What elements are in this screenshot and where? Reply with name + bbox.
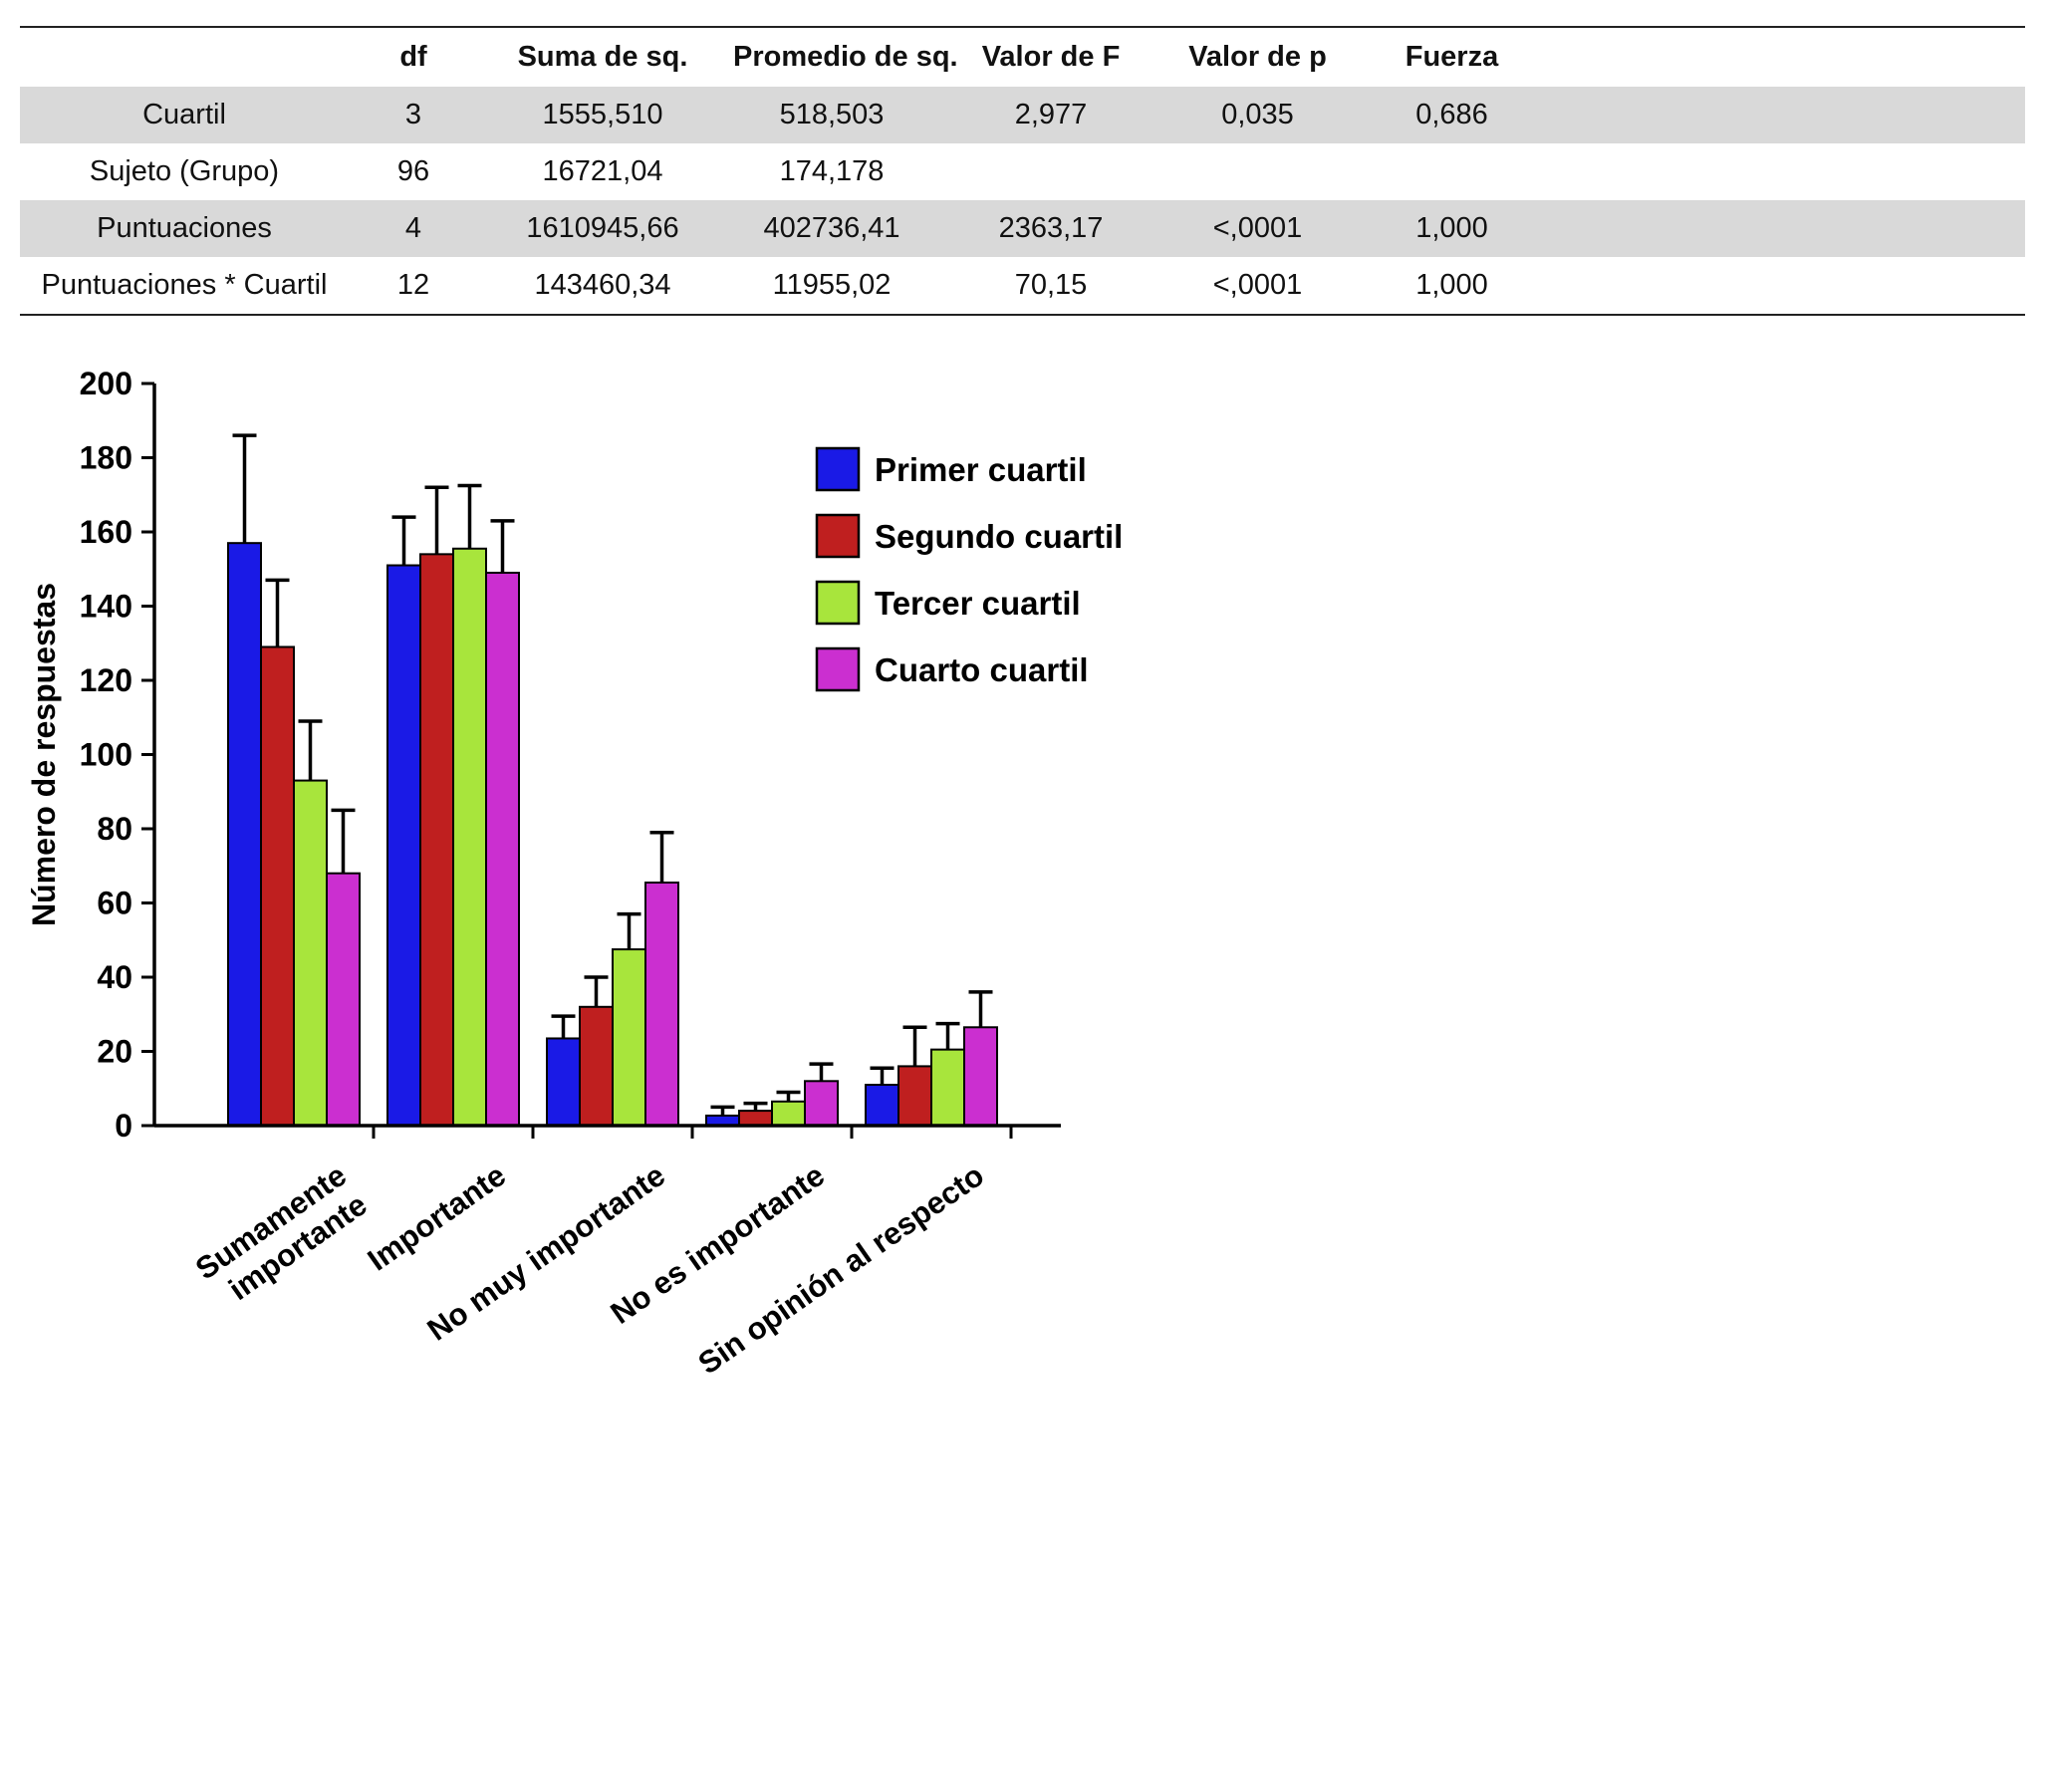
table-cell: 3 xyxy=(404,99,422,130)
table-cell: 143460,34 xyxy=(534,269,671,301)
spacer-cell xyxy=(1554,257,2025,315)
table-cell xyxy=(1165,143,1350,200)
y-tick-label: 100 xyxy=(80,737,132,773)
table-cell: 96 xyxy=(396,155,430,187)
table-cell: 174,178 xyxy=(779,155,885,187)
spacer-cell xyxy=(1554,143,2025,200)
y-tick-label: 160 xyxy=(80,514,132,550)
row-label: Puntuaciones * Cuartil xyxy=(41,269,328,301)
table-row: Puntuaciones * Cuartil 12 143460,34 11955,0… xyxy=(20,257,2025,315)
bar xyxy=(804,1080,839,1127)
bar-chart-svg: 0 20 40 60 80 100 120 140 160 180 200 Sumamenteimpo… xyxy=(26,366,1123,1381)
bar xyxy=(546,1037,581,1128)
table-cell xyxy=(1350,143,1554,200)
bar xyxy=(738,1110,773,1127)
table-cell: <,0001 xyxy=(1212,212,1303,244)
legend-swatch xyxy=(815,513,861,559)
table-cell: 1610945,66 xyxy=(526,212,679,244)
legend-swatch xyxy=(815,646,861,692)
legend-swatch xyxy=(815,446,861,492)
y-tick-label: 140 xyxy=(80,589,132,625)
table-cell: 1,000 xyxy=(1415,212,1488,244)
bar xyxy=(644,882,679,1128)
spacer-cell xyxy=(1554,200,2025,257)
table-body: Cuartil 3 1555,510 518,503 2,977 0,035 0,686 Su… xyxy=(20,87,2025,315)
table-cell: 1555,510 xyxy=(542,99,663,130)
table-cell: 4 xyxy=(404,212,422,244)
spacer-cell xyxy=(1554,27,2025,87)
table-cell: 12 xyxy=(396,269,430,301)
column-header: Valor de p xyxy=(1188,41,1327,73)
bar xyxy=(293,779,328,1127)
bar xyxy=(452,547,487,1127)
table-cell: 0,035 xyxy=(1221,99,1294,130)
bar xyxy=(963,1026,998,1127)
table-cell: 0,686 xyxy=(1415,99,1488,130)
table-cell: <,0001 xyxy=(1212,269,1303,301)
column-header: Valor de F xyxy=(981,41,1121,73)
bar xyxy=(260,645,295,1127)
spacer-cell xyxy=(1554,87,2025,143)
y-tick-label: 80 xyxy=(97,811,132,847)
bar xyxy=(579,1005,614,1127)
bar-chart: 0 20 40 60 80 100 120 140 160 180 200 Sumamenteimpo… xyxy=(15,354,1529,1409)
y-tick-label: 120 xyxy=(80,662,132,698)
bar xyxy=(485,571,520,1128)
x-tick-label: Sin opinión al respecto xyxy=(692,1157,990,1381)
row-label: Puntuaciones xyxy=(97,212,272,244)
column-header: Suma de sq. xyxy=(517,41,688,73)
bar xyxy=(326,872,361,1128)
row-label: Sujeto (Grupo) xyxy=(89,155,280,187)
anova-table: df Suma de sq. Promedio de sq. Valor de F Va… xyxy=(20,26,2025,316)
table-row: Cuartil 3 1555,510 518,503 2,977 0,035 0,686 xyxy=(20,87,2025,143)
bar xyxy=(897,1065,932,1128)
row-label: Cuartil xyxy=(142,99,226,130)
legend-label: Tercer cuartil xyxy=(875,585,1081,622)
x-tick-label: Sumamenteimportante xyxy=(189,1157,374,1316)
table-row: Puntuaciones 4 1610945,66 402736,41 2363,17 <… xyxy=(20,200,2025,257)
y-tick-label: 200 xyxy=(80,366,132,401)
table-row: df Suma de sq. Promedio de sq. Valor de F Va… xyxy=(20,27,2025,87)
table-cell: 2,977 xyxy=(1014,99,1088,130)
table-cell: 70,15 xyxy=(1014,269,1088,301)
y-axis-title: Número de respuestas xyxy=(26,583,62,926)
y-tick-label: 180 xyxy=(80,440,132,476)
x-tick-label: Importante xyxy=(362,1157,512,1278)
table-cell: 11955,02 xyxy=(772,269,892,301)
legend-label: Cuarto cuartil xyxy=(875,651,1089,688)
legend-label: Segundo cuartil xyxy=(875,518,1123,555)
column-header: Promedio de sq. xyxy=(733,41,958,73)
bar xyxy=(227,542,262,1128)
bar xyxy=(386,564,421,1127)
table-header-row: df Suma de sq. Promedio de sq. Valor de F Va… xyxy=(20,27,2025,87)
bar xyxy=(612,948,646,1127)
table-cell: 16721,04 xyxy=(542,155,663,187)
table-cell: 402736,41 xyxy=(763,212,900,244)
table-cell: 1,000 xyxy=(1415,269,1488,301)
bar xyxy=(865,1084,899,1128)
bar xyxy=(419,553,454,1128)
y-tick-label: 20 xyxy=(97,1034,132,1070)
table-cell: 2363,17 xyxy=(998,212,1104,244)
bar xyxy=(771,1100,806,1127)
column-header: Fuerza xyxy=(1405,41,1499,73)
table-row: Sujeto (Grupo) 96 16721,04 174,178 xyxy=(20,143,2025,200)
y-tick-label: 40 xyxy=(97,959,132,995)
table-cell xyxy=(936,143,1165,200)
column-header xyxy=(20,27,349,87)
y-tick-label: 60 xyxy=(97,886,132,921)
legend-label: Primer cuartil xyxy=(875,451,1087,488)
bar xyxy=(930,1048,965,1128)
y-tick-label: 0 xyxy=(115,1108,132,1144)
column-header: df xyxy=(399,41,427,73)
table-cell: 518,503 xyxy=(779,99,885,130)
legend-swatch xyxy=(815,580,861,626)
